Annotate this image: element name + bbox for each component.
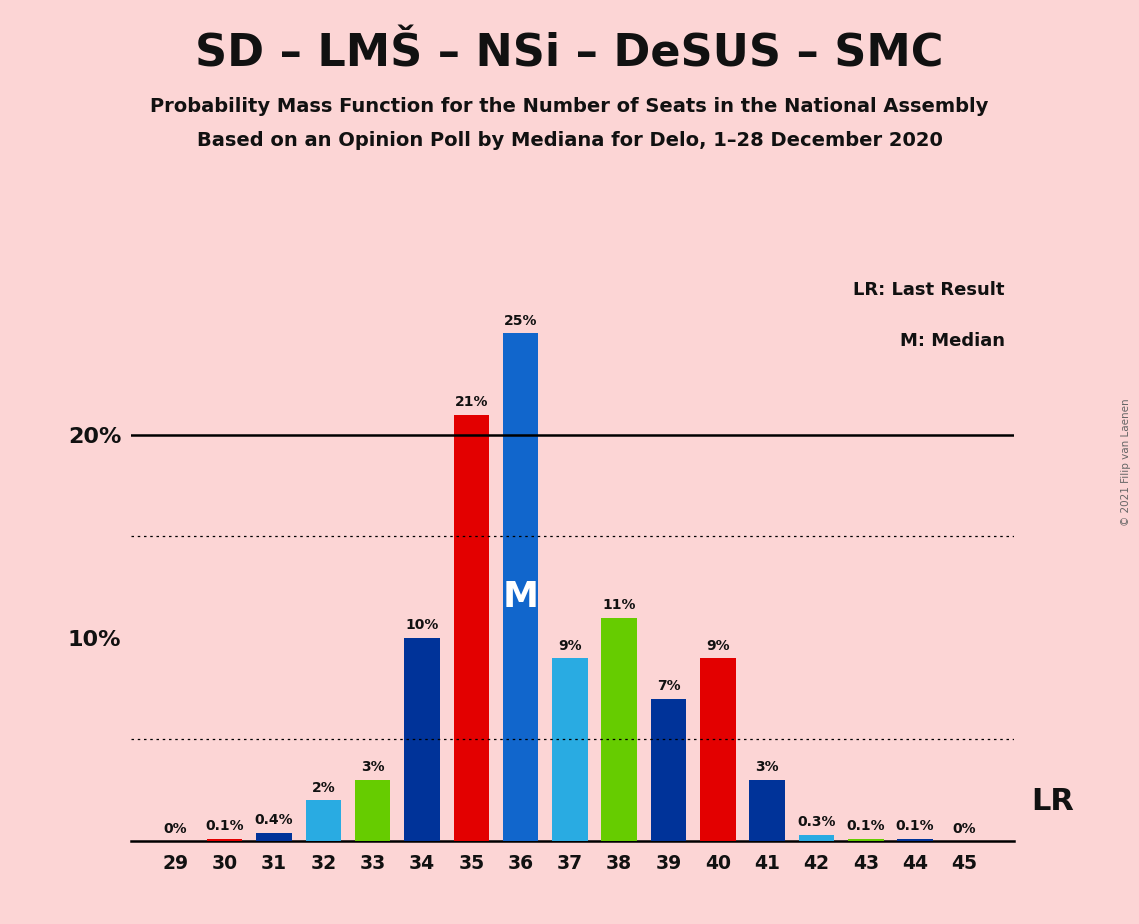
Text: 9%: 9%	[558, 638, 582, 652]
Text: 3%: 3%	[755, 760, 779, 774]
Text: SD – LMŠ – NSi – DeSUS – SMC: SD – LMŠ – NSi – DeSUS – SMC	[195, 32, 944, 76]
Text: M: M	[502, 580, 539, 614]
Bar	[601, 617, 637, 841]
Text: 2%: 2%	[311, 781, 335, 795]
Bar	[305, 800, 341, 841]
Text: 3%: 3%	[361, 760, 385, 774]
Text: © 2021 Filip van Laenen: © 2021 Filip van Laenen	[1121, 398, 1131, 526]
Text: LR: Last Result: LR: Last Result	[853, 281, 1005, 299]
Bar	[256, 833, 292, 841]
Bar	[404, 638, 440, 841]
Text: 0%: 0%	[164, 821, 187, 836]
Bar	[207, 839, 243, 841]
Text: Based on an Opinion Poll by Mediana for Delo, 1–28 December 2020: Based on an Opinion Poll by Mediana for …	[197, 131, 942, 151]
Text: 0.1%: 0.1%	[895, 820, 934, 833]
Text: 10%: 10%	[405, 618, 439, 632]
Text: 25%: 25%	[503, 314, 538, 328]
Bar	[650, 699, 687, 841]
Text: 21%: 21%	[454, 395, 487, 409]
Text: 0%: 0%	[952, 821, 976, 836]
Bar	[453, 415, 489, 841]
Bar	[849, 839, 884, 841]
Text: Probability Mass Function for the Number of Seats in the National Assembly: Probability Mass Function for the Number…	[150, 97, 989, 116]
Bar	[749, 780, 785, 841]
Text: 0.3%: 0.3%	[797, 815, 836, 829]
Bar	[898, 839, 933, 841]
Bar	[552, 658, 588, 841]
Text: M: Median: M: Median	[900, 333, 1005, 350]
Text: 11%: 11%	[603, 598, 636, 612]
Text: LR: LR	[1032, 786, 1074, 816]
Bar	[798, 834, 834, 841]
Text: 0.1%: 0.1%	[846, 820, 885, 833]
Text: 7%: 7%	[657, 679, 680, 693]
Bar	[355, 780, 391, 841]
Text: 0.1%: 0.1%	[205, 820, 244, 833]
Bar	[700, 658, 736, 841]
Text: 0.4%: 0.4%	[255, 813, 294, 827]
Bar	[502, 334, 539, 841]
Text: 9%: 9%	[706, 638, 730, 652]
